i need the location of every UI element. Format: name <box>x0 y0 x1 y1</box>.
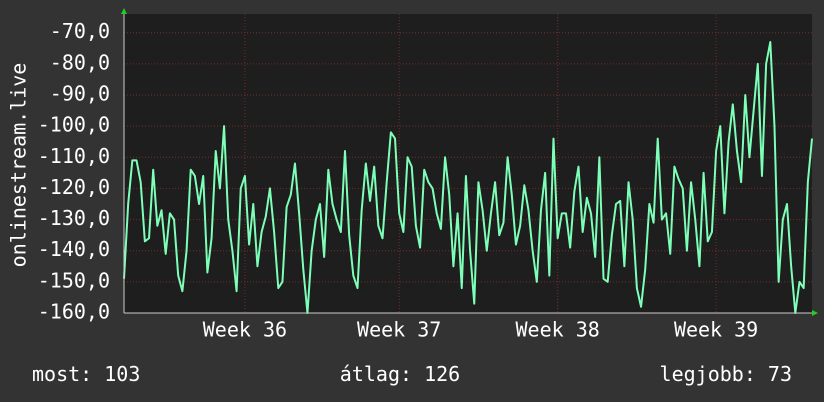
y-tick-label: -70,0 <box>50 19 110 43</box>
x-tick-label: Week 37 <box>357 318 441 342</box>
y-tick-label: -150,0 <box>38 268 110 292</box>
data-line <box>123 41 813 314</box>
y-tick-label: -90,0 <box>50 81 110 105</box>
x-tick-label: Week 38 <box>516 318 600 342</box>
stat: legjobb: 73 <box>660 362 792 386</box>
y-axis-arrow <box>121 8 127 14</box>
stat: most: 103 <box>32 362 140 386</box>
stat: átlag: 126 <box>340 362 460 386</box>
stat-value: 126 <box>424 362 460 386</box>
x-axis-arrow <box>812 310 818 316</box>
x-tick-label: Week 39 <box>674 318 758 342</box>
y-tick-label: -160,0 <box>38 300 110 324</box>
marks <box>123 41 813 314</box>
stat-value: 73 <box>768 362 792 386</box>
y-tick-label: -120,0 <box>38 175 110 199</box>
y-tick-label: -100,0 <box>38 113 110 137</box>
y-tick-label: -80,0 <box>50 50 110 74</box>
x-tick-label: Week 36 <box>203 318 287 342</box>
y-tick-label: -110,0 <box>38 144 110 168</box>
y-tick-label: -130,0 <box>38 206 110 230</box>
y-axis-label: onlinestream.live <box>7 63 31 268</box>
labels: -160,0 -150,0 -140,0 -130,0 -120,0 -110,0 -100… <box>38 19 758 341</box>
stat-label: most: <box>32 362 92 386</box>
stat-label: legjobb: <box>660 362 756 386</box>
y-tick-label: -140,0 <box>38 237 110 261</box>
stat-value: 103 <box>104 362 140 386</box>
stat-label: átlag: <box>340 362 412 386</box>
plot-area <box>124 14 812 313</box>
